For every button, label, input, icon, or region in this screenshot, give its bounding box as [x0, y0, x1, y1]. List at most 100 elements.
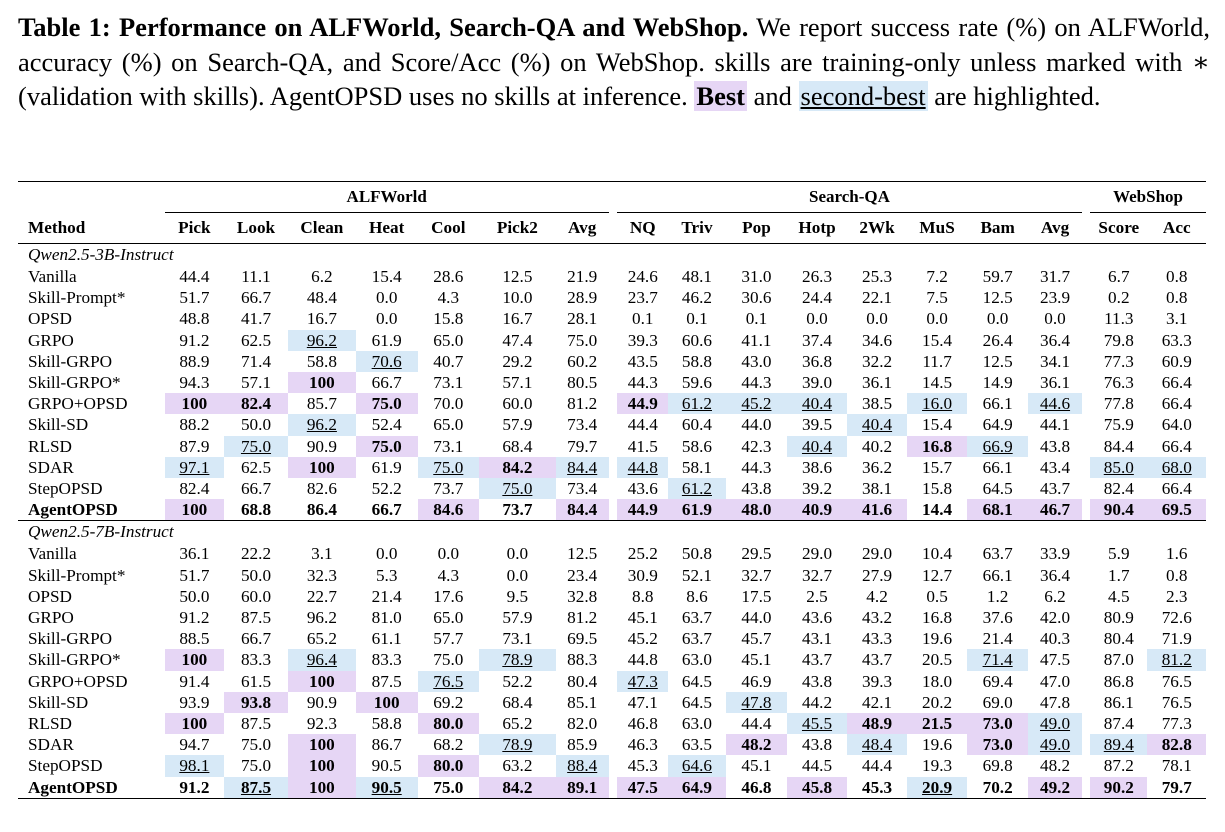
value-cell: 63.0 — [681, 714, 712, 734]
method-cell: GRPO — [28, 608, 74, 628]
value-cell: 40.4 — [787, 435, 847, 457]
column-gap — [1082, 308, 1091, 329]
value-cell: 94.3 — [179, 373, 210, 393]
value-cell: 73.7 — [433, 479, 464, 499]
second-best-value: 66.9 — [982, 436, 1013, 456]
value-cell: 48.2 — [725, 734, 788, 756]
value-cell: 47.3 — [617, 670, 669, 692]
value-cell: 66.9 — [966, 435, 1029, 457]
second-best-value: 16.0 — [922, 394, 953, 414]
second-best-value: 78.9 — [502, 650, 533, 670]
value-cell: 66.4 — [1161, 479, 1192, 499]
value-cell: 22.2 — [240, 544, 272, 564]
column-gap — [609, 414, 618, 435]
value-cell: 29.5 — [741, 544, 772, 564]
value-cell: 71.4 — [240, 351, 272, 371]
value-cell: 37.6 — [982, 608, 1013, 628]
second-best-value: 47.3 — [627, 671, 658, 691]
value-cell: 100 — [287, 670, 356, 692]
value-cell: 80.9 — [1103, 608, 1134, 628]
second-best-value: 89.4 — [1103, 735, 1134, 755]
table-caption: Table 1: Performance on ALFWorld, Search… — [18, 10, 1210, 114]
value-cell: 78.9 — [479, 734, 556, 756]
value-cell: 66.4 — [1161, 436, 1192, 456]
group-alfworld: ALFWorld — [164, 181, 609, 213]
value-cell: 60.0 — [502, 394, 533, 414]
value-cell: 73.0 — [966, 713, 1029, 735]
column-gap — [609, 457, 618, 478]
value-cell: 44.9 — [617, 393, 669, 415]
value-cell: 68.1 — [966, 499, 1029, 521]
value-cell: 4.3 — [437, 288, 460, 308]
column-gap — [1082, 478, 1091, 499]
value-cell: 100 — [164, 649, 225, 671]
value-cell: 62.5 — [240, 457, 272, 477]
column-header-method: Method — [28, 217, 86, 237]
table-row: RLSD 87.9 75.0 90.9 75.0 73.1 68.4 79.7 41.5 58.6… — [18, 435, 1206, 457]
value-cell: 51.7 — [179, 565, 210, 585]
value-cell: 46.3 — [627, 735, 658, 755]
value-cell: 14.9 — [982, 373, 1013, 393]
value-cell: 41.6 — [846, 499, 908, 521]
value-cell: 43.3 — [862, 629, 893, 649]
value-cell: 43.7 — [862, 650, 893, 670]
value-cell: 70.0 — [433, 394, 464, 414]
value-cell: 49.0 — [1028, 713, 1082, 735]
second-best-value: 64.6 — [681, 756, 712, 776]
value-cell: 73.1 — [433, 436, 464, 456]
column-gap — [1082, 414, 1091, 435]
value-cell: 73.1 — [502, 629, 533, 649]
value-cell: 87.0 — [1103, 650, 1134, 670]
value-cell: 0.0 — [506, 544, 529, 564]
second-best-value: 90.5 — [371, 777, 402, 797]
value-cell: 83.3 — [371, 650, 402, 670]
value-cell: 88.4 — [555, 755, 609, 777]
column-gap — [609, 266, 618, 287]
section-header-row: Qwen2.5-7B-Instruct — [18, 520, 1206, 544]
method-cell: AgentOPSD — [28, 500, 118, 520]
method-cell: Skill-GRPO* — [28, 650, 121, 670]
column-gap — [1082, 351, 1091, 372]
value-cell: 80.4 — [1103, 629, 1134, 649]
column-gap — [609, 628, 618, 649]
value-cell: 88.9 — [179, 351, 210, 371]
value-cell: 94.7 — [179, 735, 210, 755]
value-cell: 12.5 — [567, 544, 598, 564]
value-cell: 22.1 — [862, 288, 893, 308]
value-cell: 2.3 — [1166, 586, 1188, 606]
column-gap — [1082, 734, 1091, 755]
value-cell: 65.2 — [502, 714, 533, 734]
value-cell: 65.0 — [433, 608, 464, 628]
value-cell: 4.2 — [866, 586, 888, 606]
value-cell: 87.5 — [224, 776, 288, 799]
column-gap — [1082, 287, 1091, 308]
value-cell: 77.3 — [1161, 714, 1192, 734]
method-cell: Skill-SD — [28, 692, 89, 712]
value-cell: 6.2 — [1044, 586, 1066, 606]
value-cell: 20.2 — [922, 692, 953, 712]
column-gap — [609, 308, 618, 329]
second-best-value: 96.2 — [306, 415, 337, 435]
value-cell: 43.8 — [801, 671, 833, 691]
value-cell: 57.1 — [240, 373, 272, 393]
value-cell: 81.2 — [567, 394, 598, 414]
value-cell: 89.1 — [555, 776, 609, 799]
value-cell: 43.6 — [627, 479, 658, 499]
value-cell: 75.0 — [567, 330, 598, 350]
value-cell: 30.9 — [627, 565, 658, 585]
value-cell: 50.0 — [240, 565, 272, 585]
value-cell: 47.4 — [502, 330, 533, 350]
value-cell: 4.3 — [437, 565, 460, 585]
value-cell: 76.5 — [1161, 692, 1192, 712]
column-gap — [1082, 565, 1091, 586]
value-cell: 42.3 — [741, 436, 772, 456]
value-cell: 69.5 — [567, 629, 598, 649]
column-header-hotp: Hotp — [798, 218, 836, 237]
value-cell: 43.7 — [801, 650, 833, 670]
caption-and: and — [747, 81, 799, 111]
value-cell: 25.2 — [627, 544, 658, 564]
value-cell: 65.2 — [306, 629, 337, 649]
value-cell: 5.9 — [1108, 544, 1130, 564]
value-cell: 59.7 — [982, 267, 1013, 286]
value-cell: 11.1 — [241, 267, 271, 286]
